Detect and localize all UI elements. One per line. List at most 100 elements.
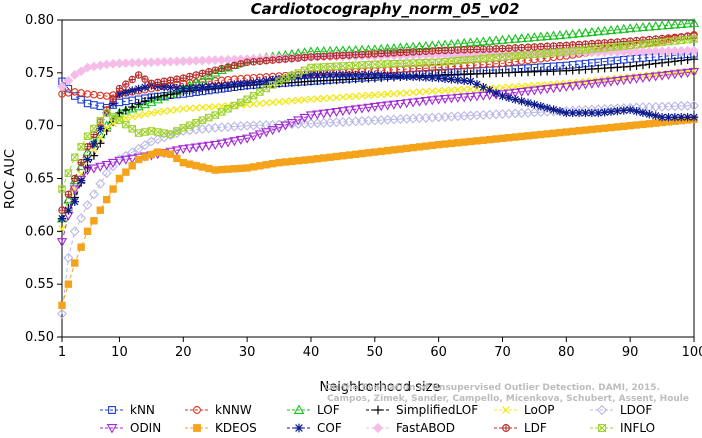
data-point [71, 185, 79, 193]
data-point-cross [492, 53, 500, 62]
legend-item: SimplifiedLOF [366, 403, 478, 417]
data-point [179, 105, 187, 113]
data-point-cross [664, 38, 673, 46]
data-point-cross [173, 75, 181, 83]
data-point [249, 100, 258, 108]
data-point [676, 18, 687, 28]
data-point [581, 108, 590, 118]
data-point [275, 158, 283, 167]
data-point-cross [269, 56, 276, 64]
data-point [122, 120, 130, 129]
legend-item: ODIN [100, 421, 161, 435]
data-point [689, 113, 699, 122]
data-point-cross [307, 63, 315, 72]
data-point [357, 70, 367, 80]
data-point-cross [167, 77, 174, 84]
data-point-cross [365, 50, 372, 58]
data-point [586, 26, 598, 37]
data-point [83, 132, 92, 140]
data-point [101, 161, 112, 171]
data-point-cross [415, 59, 424, 67]
data-point [255, 77, 265, 86]
data-point [57, 308, 67, 319]
data-point [313, 155, 322, 163]
data-point [69, 70, 80, 80]
data-point [631, 22, 642, 32]
data-point-cross [556, 48, 564, 56]
data-point [332, 152, 341, 161]
data-point-cross [346, 51, 353, 59]
legend-item: kNNW [185, 403, 252, 417]
data-point-cross [422, 48, 430, 55]
data-point [377, 147, 385, 156]
data-point-cross [301, 66, 309, 74]
data-point [281, 97, 290, 106]
series-line [61, 118, 695, 306]
data-point [625, 105, 635, 115]
data-point [561, 82, 572, 92]
data-point [121, 88, 131, 97]
data-point [594, 125, 602, 133]
data-point [96, 116, 105, 125]
data-point [76, 161, 87, 171]
data-point [479, 136, 488, 144]
data-point [485, 85, 494, 95]
data-point-cross [441, 58, 449, 66]
data-point [517, 96, 526, 106]
data-point [677, 56, 686, 65]
data-point [427, 96, 438, 106]
data-point [651, 119, 660, 127]
data-point-cross [96, 117, 104, 125]
data-point [300, 71, 309, 80]
data-point [120, 155, 131, 165]
data-point [600, 124, 609, 132]
data-point [184, 144, 195, 154]
data-point [573, 28, 585, 38]
data-point [415, 88, 424, 96]
data-point [441, 86, 449, 95]
data-point [122, 168, 130, 176]
data-point [299, 113, 310, 123]
data-point [460, 85, 468, 94]
data-point [421, 73, 431, 82]
data-point [211, 81, 220, 91]
legend-item: LOF [287, 403, 340, 417]
data-point [401, 99, 412, 109]
data-point [524, 132, 532, 140]
data-point-cross [467, 46, 474, 53]
data-point [478, 91, 489, 101]
data-point-cross [314, 53, 321, 60]
data-point [69, 226, 80, 237]
data-point [339, 93, 347, 101]
data-point [256, 162, 264, 170]
data-point [638, 60, 648, 70]
data-point [466, 85, 475, 93]
data-point-cross [218, 65, 225, 72]
data-point [689, 54, 699, 64]
data-point [134, 111, 143, 120]
data-point [280, 121, 291, 131]
data-point [203, 141, 214, 151]
data-point [593, 26, 604, 36]
data-point [390, 146, 398, 154]
data-point [147, 93, 156, 103]
y-tick-label: 0.55 [25, 277, 54, 292]
data-point [293, 404, 305, 414]
data-point [115, 89, 124, 99]
data-point-cross [256, 88, 264, 96]
data-point-cross [403, 59, 411, 67]
data-point [587, 108, 597, 118]
legend-label: LDF [524, 421, 547, 434]
data-point [371, 91, 379, 99]
data-point [479, 83, 488, 92]
data-point-cross [249, 92, 258, 100]
data-point-cross [275, 77, 283, 85]
data-point [64, 280, 73, 288]
data-point [71, 259, 79, 267]
data-point-cross [652, 39, 660, 47]
data-point-cross [64, 169, 72, 177]
data-point [554, 83, 566, 93]
data-point [650, 72, 661, 82]
data-point [606, 107, 616, 116]
